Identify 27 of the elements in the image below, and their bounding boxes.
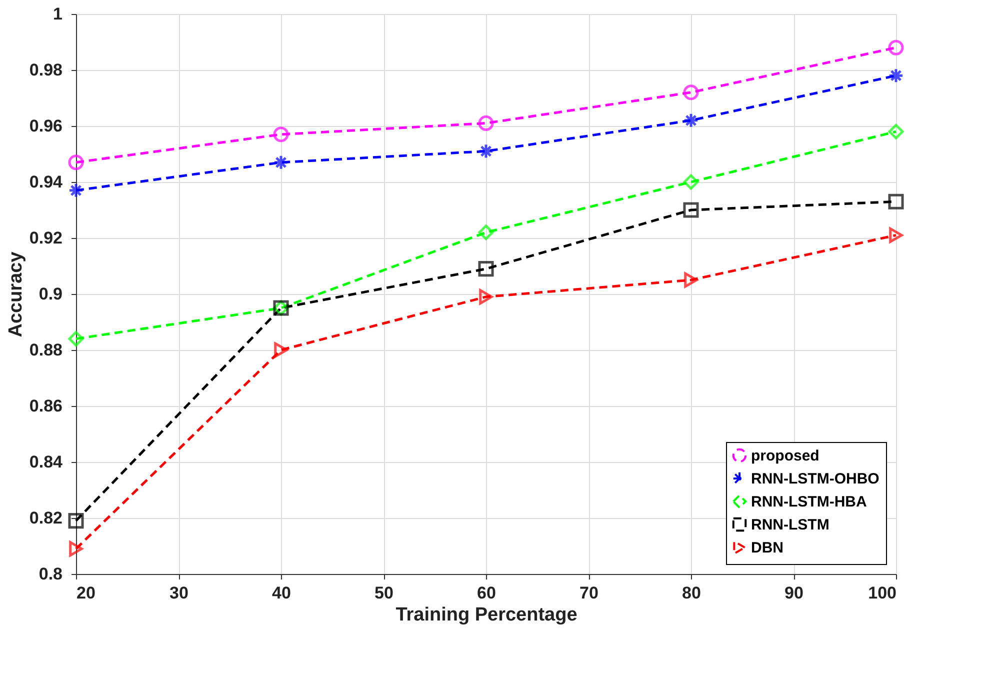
x-tick-label: 90 (784, 584, 804, 602)
x-tick-label: 40 (272, 584, 291, 602)
y-axis-title: Accuracy (5, 251, 26, 338)
y-tick-label: 0.86 (29, 396, 62, 416)
x-tick-label: 70 (580, 584, 598, 602)
x-tick-label: 50 (374, 584, 394, 602)
x-axis-title: Training Percentage (396, 604, 578, 626)
x-tick-label: 80 (682, 584, 701, 602)
y-tick-label: 0.8 (38, 564, 62, 584)
legend-label: DBN (751, 540, 784, 556)
y-tick-label: 0.94 (29, 172, 64, 192)
legend-label: RNN-LSTM (751, 516, 830, 534)
y-tick-label: 0.88 (29, 340, 62, 360)
y-tick-label: 0.92 (29, 228, 62, 248)
y-tick-label: 0.84 (29, 452, 64, 472)
x-tick-label: 30 (170, 584, 188, 602)
y-tick-label: 0.96 (29, 116, 62, 136)
y-tick-label: 0.9 (38, 284, 62, 304)
legend-label: RNN-LSTM-OHBO (751, 470, 880, 488)
y-tick-label: 1 (53, 4, 62, 24)
x-tick-label: 20 (76, 584, 96, 602)
y-tick-label: 0.82 (29, 508, 62, 528)
x-tick-label: 100 (868, 584, 896, 602)
y-tick-label: 0.98 (29, 60, 62, 80)
legend-label: proposed (751, 448, 820, 464)
x-tick-label: 60 (477, 584, 496, 602)
legend-label: RNN-LSTM-HBA (751, 494, 867, 510)
